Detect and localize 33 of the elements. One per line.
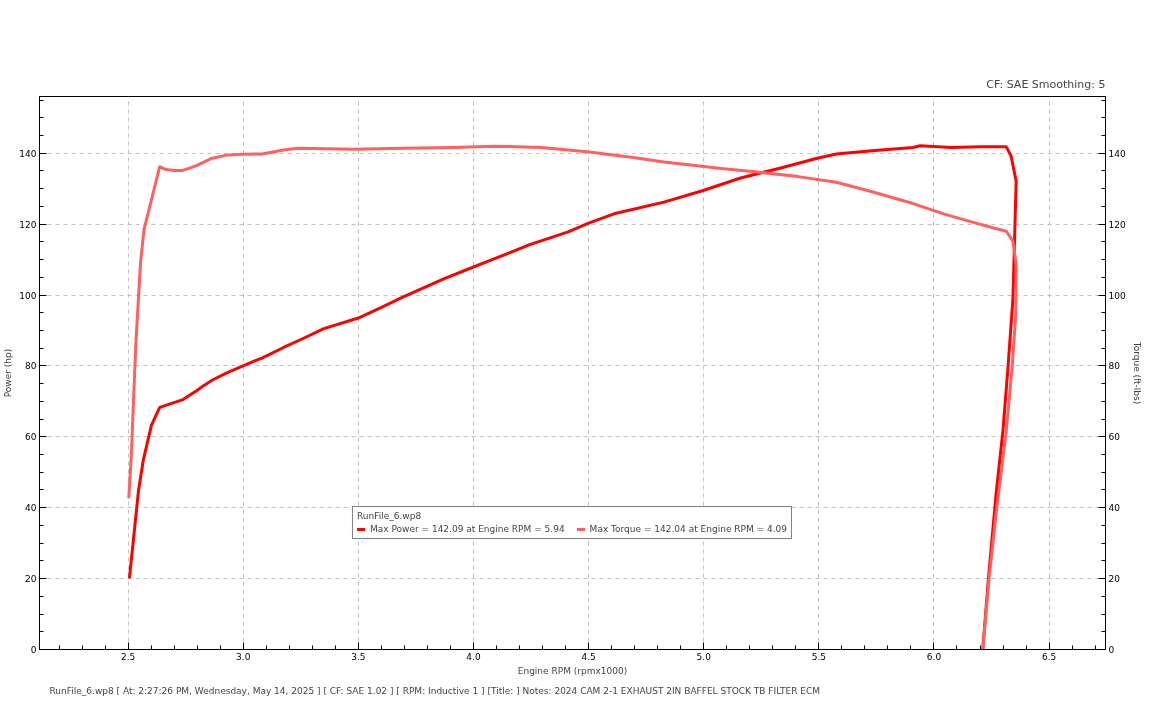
y2-tick-label: 60 xyxy=(1108,432,1121,443)
y-tick-label: 120 xyxy=(19,219,37,230)
y2-tick-label: 20 xyxy=(1108,574,1121,585)
y2-tick-label: 140 xyxy=(1108,148,1126,159)
y2-tick-label: 40 xyxy=(1108,503,1121,514)
legend-title: RunFile_6.wp8 xyxy=(356,511,423,521)
y2-tick-label: 120 xyxy=(1108,219,1126,230)
x-tick-label: 5.5 xyxy=(811,651,827,662)
y-tick-label: 0 xyxy=(30,645,37,655)
chart-subtitle: CF: SAE Smoothing: 5 xyxy=(986,77,1106,91)
x-tick-label: 5.0 xyxy=(696,651,712,662)
x-tick-label: 4.5 xyxy=(581,651,596,662)
x-tick-label: 3.5 xyxy=(351,651,366,662)
x-tick-label: 6.0 xyxy=(926,651,942,662)
y-tick-label: 140 xyxy=(19,148,37,159)
y-tick-label: 80 xyxy=(25,361,37,372)
x-tick-label: 4.0 xyxy=(466,651,481,662)
y-tick-label: 40 xyxy=(25,503,37,514)
y-axis-title: Power (hp) xyxy=(3,348,14,398)
y-tick-label: 100 xyxy=(19,290,37,301)
y2-tick-label: 0 xyxy=(1108,645,1115,655)
text: RunFile_6.wp8 [ At: 2:27:26 PM, Wednesday, May 14, 2025 ] [ CF: SAE 1.02 ] [ RPM: Inductive 1 ] [Title: ] Notes: 2024 CAM 2-1 EXHAUST 2IN BAFFEL STOCK TB FILTER ECM xyxy=(49,685,820,696)
y-tick-label: 20 xyxy=(25,574,37,585)
x-axis-title: Engine RPM (rpmx1000) xyxy=(517,665,628,676)
x-tick-label: 3.0 xyxy=(236,651,251,662)
x-tick-label: 2.5 xyxy=(120,651,136,662)
y2-tick-label: 80 xyxy=(1108,361,1121,372)
y2-axis-title: Torque (ft-lbs) xyxy=(1131,340,1142,405)
legend-label: Max Torque = 142.04 at Engine RPM = 4.09 xyxy=(589,524,788,534)
y-tick-label: 60 xyxy=(25,432,37,443)
legend-label: Max Power = 142.09 at Engine RPM = 5.94 xyxy=(369,524,565,534)
y2-tick-label: 100 xyxy=(1108,290,1126,301)
x-tick-label: 6.5 xyxy=(1041,651,1057,662)
